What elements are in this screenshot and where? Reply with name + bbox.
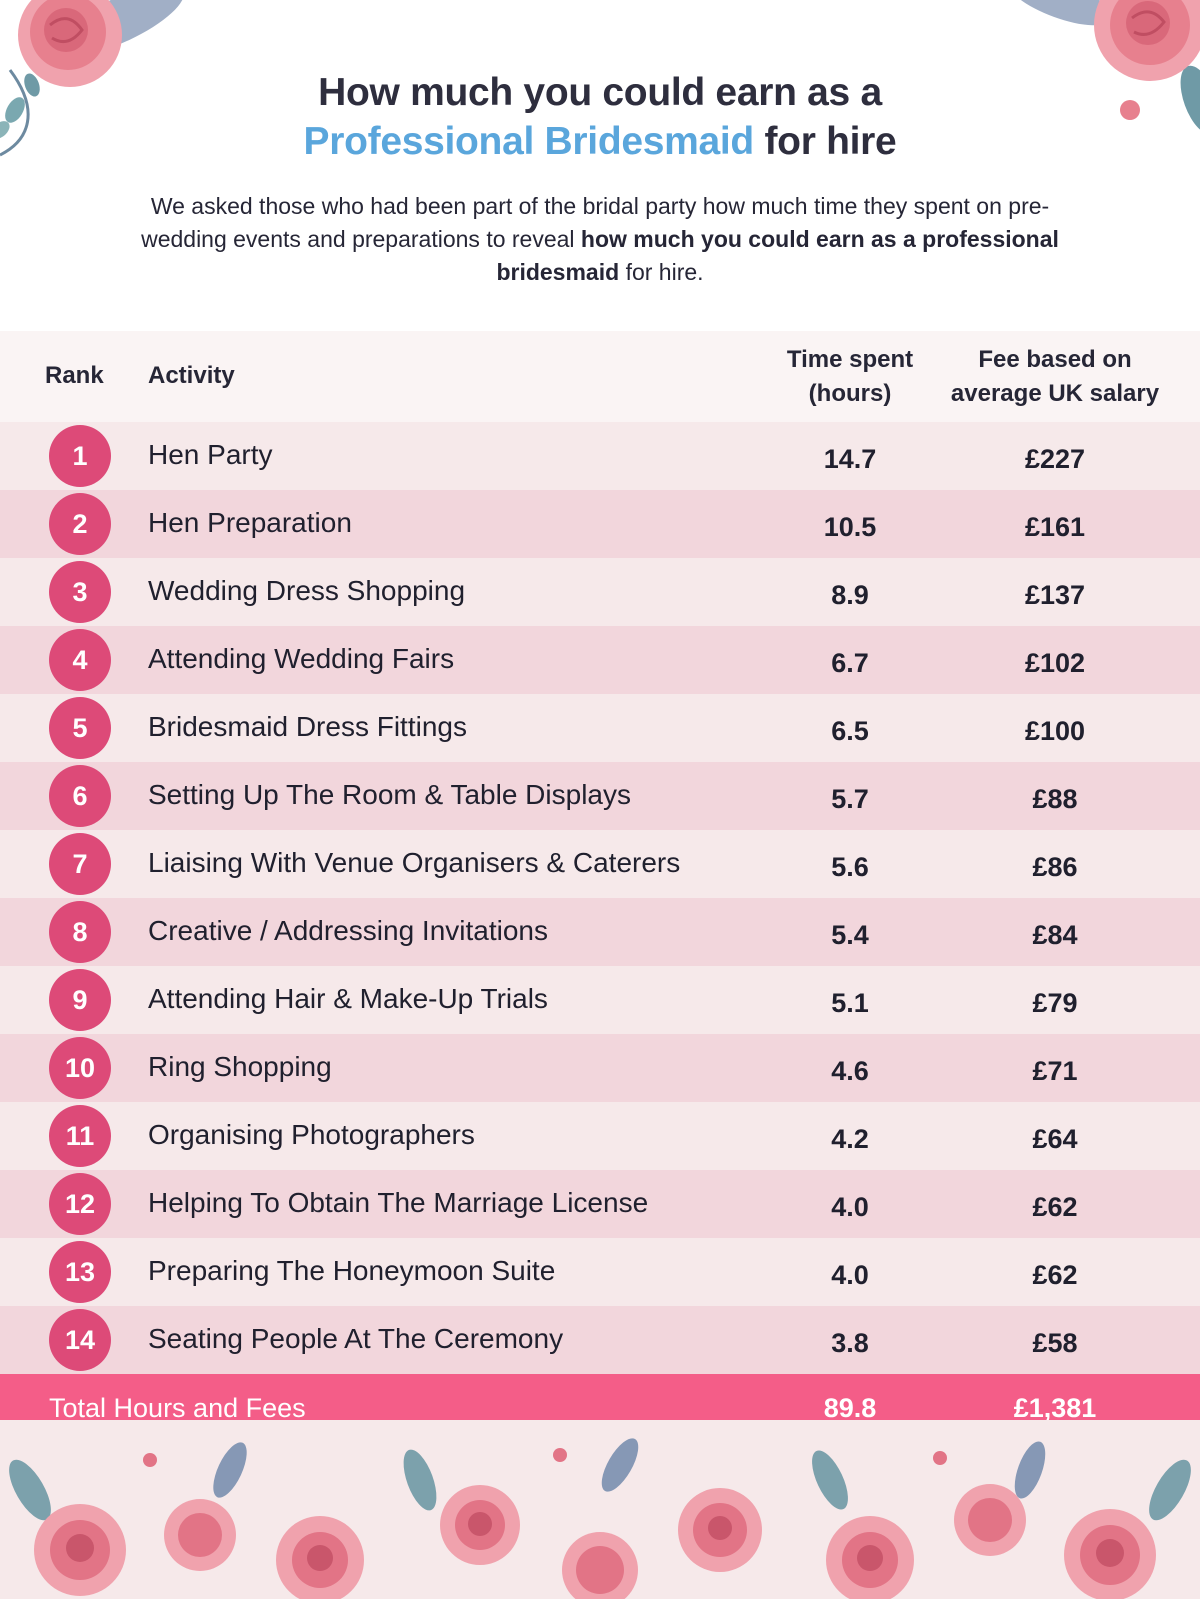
fee-value: £161	[1024, 512, 1086, 542]
activity-name: Setting Up The Room & Table Displays	[148, 779, 631, 810]
table-row: 13 Preparing The Honeymoon Suite 4.0 £62	[0, 1238, 1200, 1306]
fee-value: £100	[1024, 716, 1086, 746]
fee-value: £86	[1032, 852, 1078, 882]
hours-value: 10.5	[823, 512, 877, 542]
fee-value: £79	[1032, 988, 1078, 1018]
table-row: 9 Attending Hair & Make-Up Trials 5.1 £7…	[0, 966, 1200, 1034]
rank-badge: 7	[49, 833, 111, 895]
title-rest: for hire	[764, 120, 897, 163]
fee-value: £71	[1032, 1056, 1078, 1086]
rank-badge: 2	[49, 493, 111, 555]
rank-badge: 1	[49, 425, 111, 487]
total-label: Total Hours and Fees	[49, 1393, 306, 1423]
header-fee-line-1: Fee based on	[978, 346, 1132, 373]
page-title: How much you could earn as a Professiona…	[0, 68, 1200, 166]
hours-value: 4.2	[831, 1124, 869, 1154]
earnings-table: Rank Activity Time spent (hours) Fee bas…	[0, 331, 1200, 1442]
table-row: 7 Liaising With Venue Organisers & Cater…	[0, 830, 1200, 898]
hours-value: 4.0	[831, 1192, 869, 1222]
activity-name: Ring Shopping	[148, 1051, 332, 1082]
header-time-line-1: Time spent	[786, 346, 914, 373]
hours-value: 8.9	[831, 580, 869, 610]
fee-value: £137	[1024, 580, 1086, 610]
rose-cluster-top-right-icon	[1007, 0, 1200, 135]
hours-value: 6.7	[831, 648, 869, 678]
activity-name: Hen Party	[148, 439, 273, 470]
table-row: 1 Hen Party 14.7 £227	[0, 422, 1200, 490]
rank-badge: 14	[49, 1309, 111, 1371]
rank-badge: 10	[49, 1037, 111, 1099]
rose-cluster-top-left-icon	[0, 0, 185, 157]
fee-value: £62	[1032, 1260, 1078, 1290]
table-row: 2 Hen Preparation 10.5 £161	[0, 490, 1200, 558]
intro-text: We asked those who had been part of the …	[130, 190, 1070, 289]
rank-badge: 4	[49, 629, 111, 691]
table-row: 8 Creative / Addressing Invitations 5.4 …	[0, 898, 1200, 966]
title-accent: Professional Bridesmaid	[303, 120, 755, 163]
total-fee: £1,381	[1013, 1393, 1097, 1423]
table-row: 3 Wedding Dress Shopping 8.9 £137	[0, 558, 1200, 626]
table-row: 14 Seating People At The Ceremony 3.8 £5…	[0, 1306, 1200, 1374]
table-row: 12 Helping To Obtain The Marriage Licens…	[0, 1170, 1200, 1238]
rose-border-bottom	[0, 1420, 1200, 1599]
hours-value: 5.6	[831, 852, 869, 882]
rank-badge: 9	[49, 969, 111, 1031]
hours-value: 5.7	[831, 784, 869, 814]
table-row: 11 Organising Photographers 4.2 £64	[0, 1102, 1200, 1170]
activity-name: Attending Hair & Make-Up Trials	[148, 983, 548, 1014]
rank-badge: 3	[49, 561, 111, 623]
hours-value: 3.8	[831, 1328, 869, 1358]
fee-value: £58	[1032, 1328, 1078, 1358]
rank-badge: 12	[49, 1173, 111, 1235]
activity-name: Attending Wedding Fairs	[148, 643, 455, 674]
rank-badge: 6	[49, 765, 111, 827]
hours-value: 4.6	[831, 1056, 869, 1086]
activity-name: Seating People At The Ceremony	[148, 1323, 564, 1354]
rank-badge: 8	[49, 901, 111, 963]
title-line-2: Professional Bridesmaid for hire	[0, 117, 1200, 166]
hours-value: 5.4	[831, 920, 869, 950]
activity-name: Preparing The Honeymoon Suite	[148, 1255, 556, 1286]
table-row: 5 Bridesmaid Dress Fittings 6.5 £100	[0, 694, 1200, 762]
rose-border-icon	[9, 1438, 1191, 1599]
activity-name: Bridesmaid Dress Fittings	[148, 711, 467, 742]
rank-badge: 13	[49, 1241, 111, 1303]
hours-value: 6.5	[831, 716, 869, 746]
hours-value: 4.0	[831, 1260, 869, 1290]
intro-bold: how much you could earn as a professiona…	[496, 226, 1059, 285]
table-header: Rank Activity Time spent (hours) Fee bas…	[0, 331, 1200, 422]
rank-badge: 11	[49, 1105, 111, 1167]
header-activity: Activity	[148, 362, 235, 389]
header-fee-line-2: average UK salary	[950, 380, 1160, 407]
fee-value: £62	[1032, 1192, 1078, 1222]
table-row: 6 Setting Up The Room & Table Displays 5…	[0, 762, 1200, 830]
activity-name: Organising Photographers	[148, 1119, 475, 1150]
fee-value: £88	[1032, 784, 1078, 814]
activity-name: Hen Preparation	[148, 507, 352, 538]
header-time: Time spent (hours)	[765, 343, 935, 411]
total-hours: 89.8	[823, 1393, 877, 1423]
intro-end: for hire.	[625, 259, 704, 285]
title-line-1: How much you could earn as a	[318, 71, 882, 114]
header-rank: Rank	[45, 362, 104, 389]
activity-name: Helping To Obtain The Marriage License	[148, 1187, 649, 1218]
intro-plain: We asked those who had been part of the …	[141, 193, 1050, 252]
hours-value: 5.1	[831, 988, 869, 1018]
rank-badge: 5	[49, 697, 111, 759]
header-time-line-2: (hours)	[808, 380, 892, 407]
header-fee: Fee based on average UK salary	[930, 343, 1180, 411]
fee-value: £102	[1024, 648, 1086, 678]
table-row: 10 Ring Shopping 4.6 £71	[0, 1034, 1200, 1102]
activity-name: Creative / Addressing Invitations	[148, 915, 548, 946]
fee-value: £64	[1032, 1124, 1078, 1154]
activity-name: Liaising With Venue Organisers & Caterer…	[148, 847, 681, 878]
fee-value: £84	[1032, 920, 1078, 950]
table-row: 4 Attending Wedding Fairs 6.7 £102	[0, 626, 1200, 694]
fee-value: £227	[1024, 444, 1086, 474]
activity-name: Wedding Dress Shopping	[148, 575, 466, 606]
hours-value: 14.7	[823, 444, 877, 474]
